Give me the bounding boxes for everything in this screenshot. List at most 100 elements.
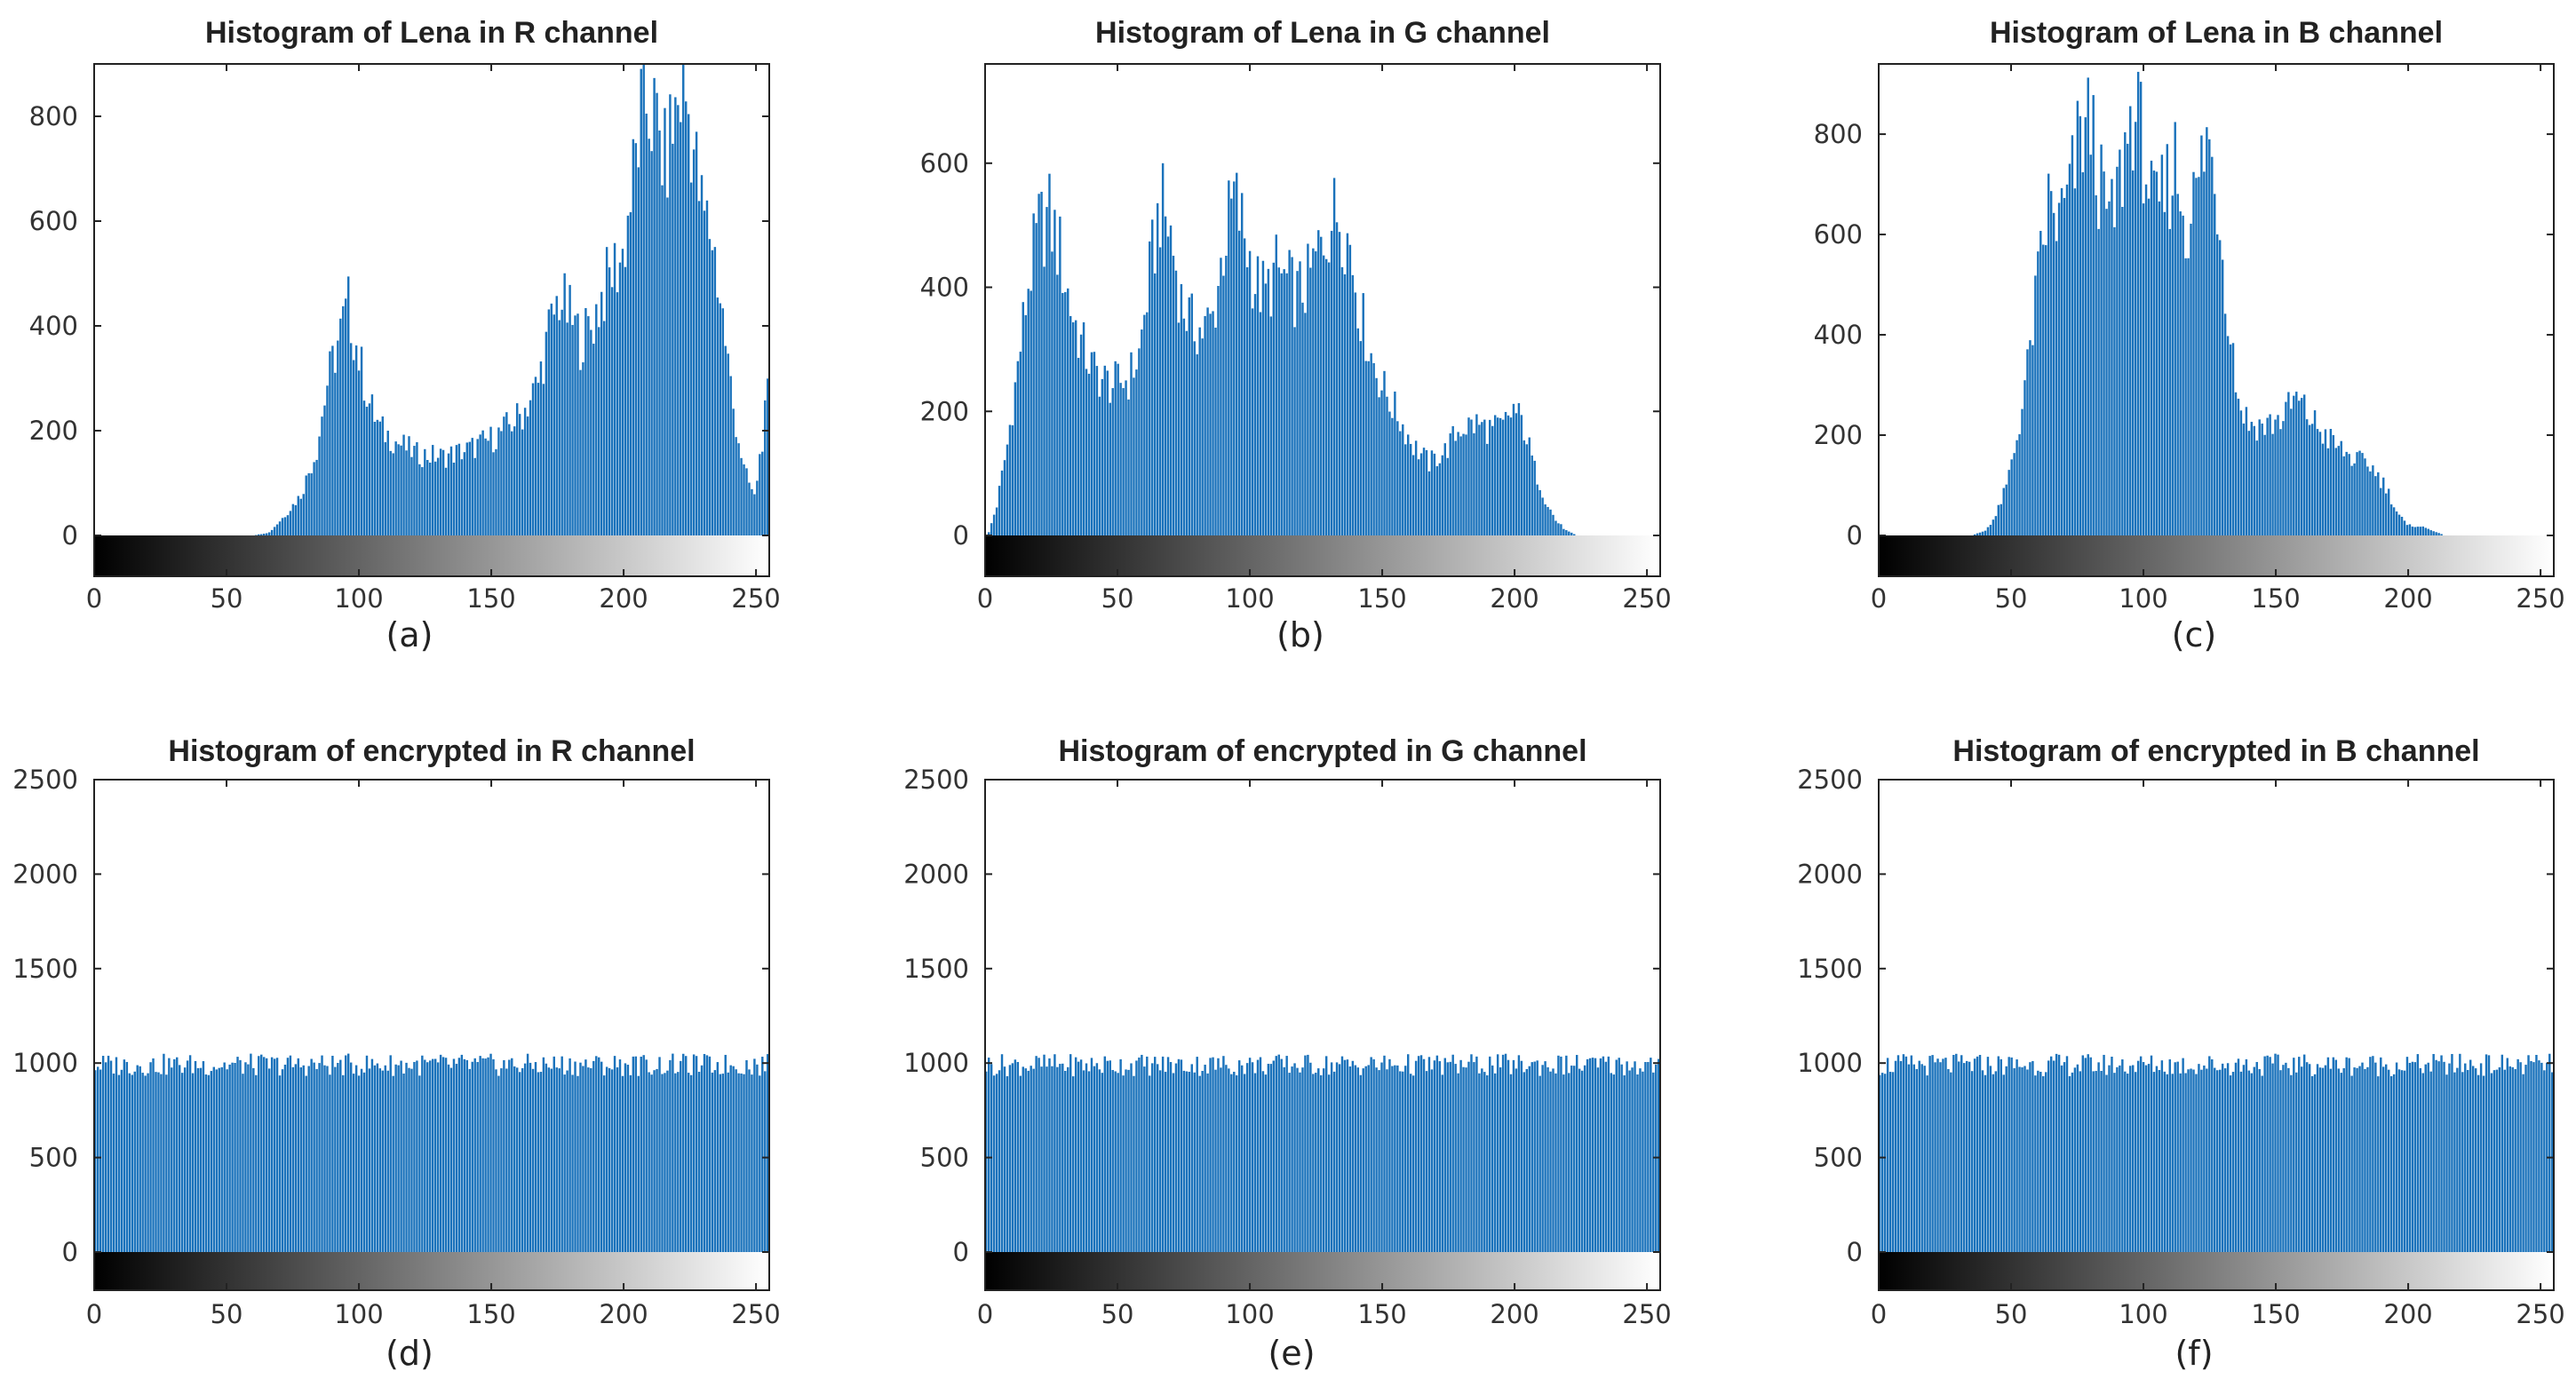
histogram-bar (1324, 1056, 1328, 1252)
histogram-bar (2063, 1062, 2066, 1252)
histogram-bar (1288, 1073, 1291, 1252)
histogram-bar (711, 1072, 714, 1252)
histogram-bar (157, 1072, 160, 1252)
histogram-bar (1560, 524, 1562, 535)
x-tick-label: 0 (86, 583, 102, 614)
histogram-bar (2174, 122, 2176, 536)
histogram-bar (2308, 424, 2311, 535)
histogram-bar (1902, 1054, 1905, 1252)
histogram-bar (1404, 444, 1407, 535)
histogram-bar (563, 273, 566, 535)
histogram-bar (2340, 440, 2342, 535)
histogram-bar (2150, 1055, 2153, 1252)
histogram-bar (1528, 437, 1530, 535)
histogram-bar (210, 1071, 213, 1252)
histogram-bar (1201, 1071, 1204, 1252)
histogram-bar (267, 1068, 271, 1252)
histogram-bar (236, 1057, 239, 1252)
histogram-bar (2287, 392, 2290, 535)
histogram-bar (650, 151, 653, 535)
histogram-bar (1546, 506, 1549, 535)
histogram-bar (689, 1074, 693, 1252)
histogram-bar (602, 1075, 606, 1252)
histogram-bar (1135, 369, 1138, 535)
histogram-bar (207, 1074, 211, 1252)
histogram-bar (579, 369, 582, 535)
histogram-bar (1048, 173, 1051, 535)
histogram-bar (1986, 1057, 1990, 1252)
histogram-bar (1475, 414, 1478, 535)
histogram-bar (2239, 410, 2243, 535)
histogram-bar (384, 1065, 386, 1252)
histogram-bar (1130, 352, 1133, 535)
histogram-bar (1538, 1075, 1541, 1252)
histogram-bar (421, 1055, 424, 1252)
histogram-bar (1296, 1067, 1299, 1252)
histogram-bar (429, 462, 432, 535)
histogram-bar (703, 1053, 706, 1252)
histogram-bar (2411, 527, 2414, 535)
histogram-bar (2380, 1057, 2382, 1252)
histogram-bar (2034, 275, 2037, 535)
histogram-bar (452, 463, 456, 535)
histogram-bar (648, 139, 650, 535)
histogram-bar (1011, 424, 1014, 535)
histogram-bar (115, 1057, 118, 1252)
histogram-bar (313, 462, 315, 535)
histogram-bar (2374, 476, 2377, 535)
histogram-bar (2190, 223, 2192, 535)
histogram-bar (2216, 234, 2219, 535)
histogram-bar (1607, 1056, 1610, 1252)
y-tick-label: 800 (1814, 119, 1863, 149)
histogram-bar (286, 1058, 290, 1252)
histogram-bar (2242, 1065, 2246, 1252)
histogram-bar (1915, 1068, 1918, 1252)
histogram-bar (149, 1062, 152, 1252)
histogram-bar (1074, 1057, 1077, 1252)
histogram-bar (2002, 1074, 2005, 1252)
histogram-bar (1407, 434, 1410, 535)
histogram-bar (1245, 267, 1249, 535)
histogram-bar (386, 431, 389, 535)
histogram-bar (1642, 1071, 1644, 1252)
histogram-bar (503, 1059, 505, 1252)
histogram-bar (1402, 424, 1404, 535)
histogram-bar (1994, 1071, 1998, 1252)
histogram-bar (1149, 241, 1151, 535)
histogram-bar (1992, 1074, 1995, 1252)
histogram-bar (2231, 1072, 2235, 1252)
histogram-bar (1430, 450, 1434, 535)
histogram-bar (400, 1060, 402, 1252)
histogram-bar (263, 534, 266, 535)
histogram-bar (587, 316, 590, 535)
histogram-bar (310, 473, 313, 535)
histogram-bar (1079, 334, 1083, 535)
histogram-bar (2245, 407, 2248, 535)
histogram-bar (2218, 240, 2222, 535)
histogram-bar (1040, 1066, 1043, 1252)
histogram-bar (2129, 1066, 2132, 1252)
histogram-bar (2302, 1054, 2306, 1252)
histogram-bar (1122, 388, 1125, 535)
histogram-bar (743, 1074, 745, 1252)
histogram-bar (1989, 1066, 1992, 1252)
histogram-bar (421, 467, 424, 535)
histogram-bar (2158, 201, 2161, 535)
histogram-bar (457, 443, 461, 535)
histogram-bar (1158, 1070, 1162, 1252)
chart-panel-2: Histogram of Lena in G channel 0 200 400 600… (920, 16, 1672, 654)
histogram-bar (1596, 1067, 1600, 1252)
histogram-bar (2073, 188, 2077, 536)
histogram-bar (2290, 1074, 2293, 1252)
histogram-bar (1214, 1069, 1217, 1252)
histogram-bar (516, 1067, 519, 1252)
histogram-bar (1014, 1059, 1017, 1252)
histogram-bar (2334, 1059, 2338, 1252)
histogram-bar (1111, 1069, 1114, 1252)
histogram-bar (2229, 1075, 2232, 1252)
histogram-bar (735, 437, 737, 535)
histogram-bar (2408, 524, 2412, 535)
histogram-bar (759, 454, 761, 535)
histogram-bar (342, 305, 345, 535)
